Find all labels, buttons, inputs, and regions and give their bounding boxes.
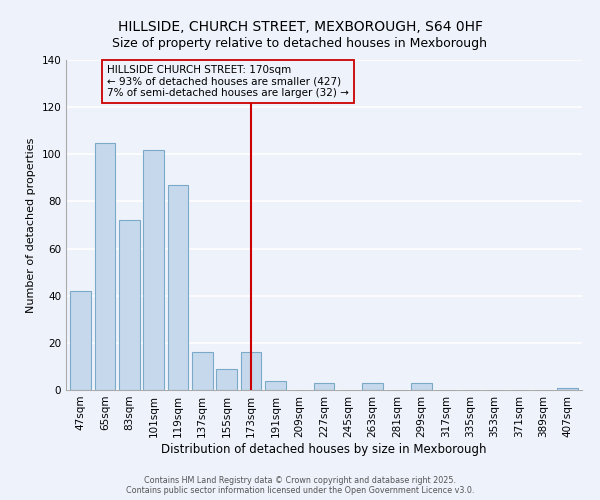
Bar bbox=[265, 380, 286, 390]
Bar bbox=[362, 383, 383, 390]
Bar bbox=[411, 383, 432, 390]
Bar bbox=[167, 185, 188, 390]
Text: HILLSIDE, CHURCH STREET, MEXBOROUGH, S64 0HF: HILLSIDE, CHURCH STREET, MEXBOROUGH, S64… bbox=[118, 20, 482, 34]
Bar bbox=[119, 220, 140, 390]
Text: Contains HM Land Registry data © Crown copyright and database right 2025.
Contai: Contains HM Land Registry data © Crown c… bbox=[126, 476, 474, 495]
Bar bbox=[70, 291, 91, 390]
Bar bbox=[241, 352, 262, 390]
Bar bbox=[216, 369, 237, 390]
Bar bbox=[314, 383, 334, 390]
Text: HILLSIDE CHURCH STREET: 170sqm
← 93% of detached houses are smaller (427)
7% of : HILLSIDE CHURCH STREET: 170sqm ← 93% of … bbox=[107, 64, 349, 98]
Text: Size of property relative to detached houses in Mexborough: Size of property relative to detached ho… bbox=[113, 38, 487, 51]
Y-axis label: Number of detached properties: Number of detached properties bbox=[26, 138, 36, 312]
Bar bbox=[95, 142, 115, 390]
X-axis label: Distribution of detached houses by size in Mexborough: Distribution of detached houses by size … bbox=[161, 442, 487, 456]
Bar bbox=[143, 150, 164, 390]
Bar bbox=[192, 352, 212, 390]
Bar bbox=[557, 388, 578, 390]
